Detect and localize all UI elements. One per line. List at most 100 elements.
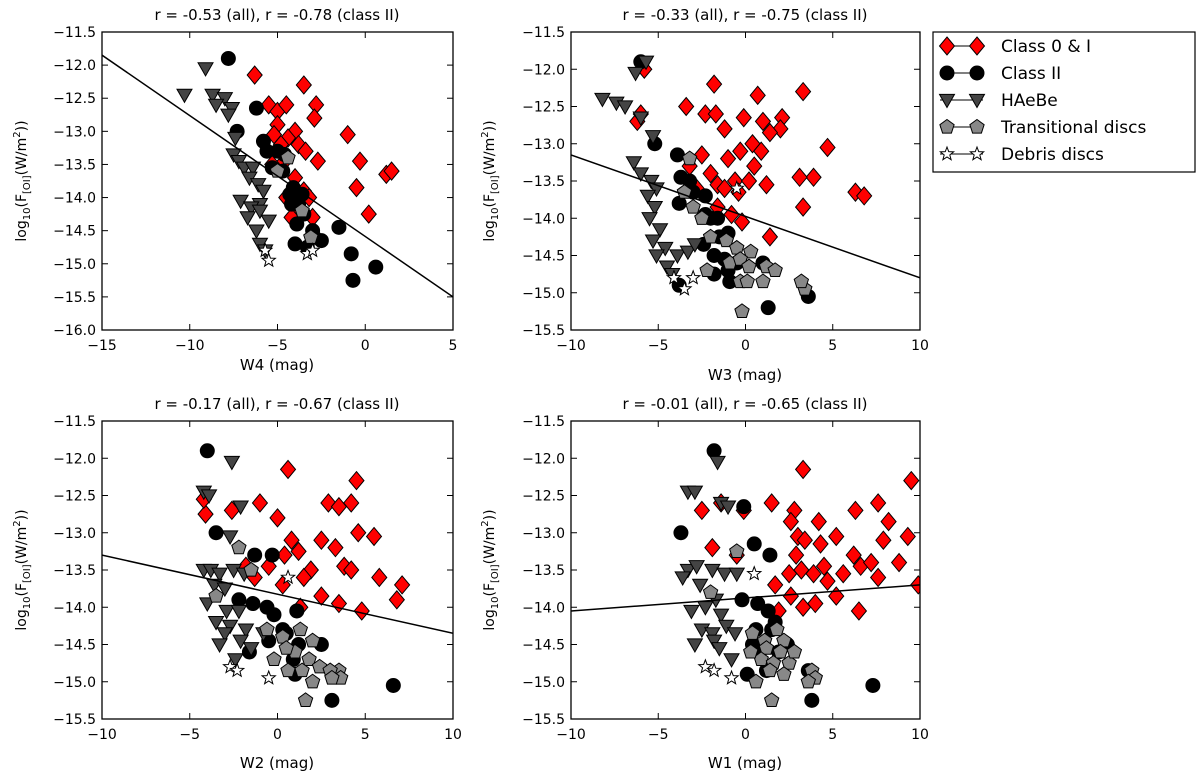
y-tick-label: −14.5 [522,638,565,654]
class0-point [309,151,327,171]
legend-marker [968,145,986,161]
y-tick-label: −13.5 [53,157,96,173]
transitional-point [793,273,810,289]
haebe-point [726,627,744,642]
plot-area [571,54,920,318]
class2-point [208,525,224,541]
axes: −15 −10 −5 0 5 −16.0 −15.5 −15.0 −14.5 −14.0 −13.5… [53,25,457,354]
haebe-point [232,500,250,516]
legend-item: Class 0 & I [938,36,1091,57]
x-axis-label: W2 (mag) [240,754,314,772]
haebe-point [644,234,662,250]
haebe-point [616,100,634,116]
class2-point [804,692,820,708]
transitional-point [718,232,735,248]
transitional-point [748,673,764,689]
class0-point [805,563,822,584]
class2-point [199,443,215,459]
haebe-point [723,653,740,668]
class0-point [348,177,365,198]
panel-w3: r = -0.33 (all), r = -0.75 (class II) −1… [480,6,929,384]
transitional-point [699,262,715,277]
haebe-point [260,214,278,230]
x-axis-label: W3 (mag) [708,366,782,384]
class0-point [343,493,360,513]
class0-point [793,560,810,580]
axes: −10 −5 0 5 10 −15.5 −15.0 −14.5 −14.0 −13.5 −13.0 −… [522,25,929,354]
haebe-point [216,627,234,642]
haebe-point [679,563,697,579]
debris-point [260,252,277,268]
y-tick-label: −12.5 [53,489,96,505]
transitional-point [763,692,780,707]
class0-point [749,85,766,106]
transitional-point [800,673,817,689]
y-tick-label: −12.0 [522,62,565,78]
class0-point [283,530,300,550]
y-tick-label: −12.0 [53,451,96,467]
x-tick-label: −10 [175,338,205,354]
y-tick-label: −16.0 [53,323,96,339]
class2-point [706,443,722,459]
class0-point [704,537,721,558]
class0-point [869,493,887,513]
class0-point [276,545,293,565]
transitional-point [767,262,783,277]
y-tick-label: −15.5 [522,712,565,728]
class0-point [733,212,751,232]
class0-point [782,511,800,532]
class0-point [763,493,780,513]
transitional-point [744,625,761,640]
transitional-point [694,210,710,225]
transitional-point [303,229,319,244]
class2-point [284,196,300,212]
class0-point [740,171,758,191]
panel-w4: r = -0.53 (all), r = -0.78 (class II) −1… [12,6,457,374]
fit-line [571,154,920,279]
class0-point [807,593,824,614]
class0-point [794,81,812,102]
haebe-point [639,189,657,205]
x-tick-label: 10 [911,727,929,743]
fit-line [571,584,920,612]
x-tick-label: 10 [444,727,462,743]
x-tick-label: −10 [556,338,586,354]
x-tick-label: 10 [911,338,929,354]
class0-point [787,545,805,565]
haebe-point [219,108,237,124]
x-tick-label: −5 [267,338,288,354]
transitional-point [772,643,789,659]
haebe-point [204,88,221,104]
haebe-point [644,130,662,145]
y-tick-label: −11.5 [53,414,96,430]
class0-point [279,459,297,480]
transitional-point [243,561,259,577]
class0-point [732,141,749,161]
class0-point [353,601,370,621]
class0-point [850,601,868,621]
transitional-point [304,632,321,648]
y-tick-label: −12.5 [522,489,565,505]
axes: −10 −5 0 5 10 −15.5 −15.0 −14.5 −14.0 −13.5 −13.0 −… [53,414,462,743]
class2-point [231,592,247,608]
class2-point [289,216,305,232]
x-tick-label: −15 [87,338,117,354]
class0-point [819,571,836,591]
legend-marker [938,93,956,109]
haebe-point [197,62,214,77]
debris-point [728,180,745,196]
y-tick-label: −14.0 [53,191,96,207]
transitional-point [729,543,745,558]
plot-frame [570,31,921,331]
class0-point [313,586,330,606]
haebe-point [688,560,706,575]
plot-frame [101,31,454,331]
class0-point [761,227,779,247]
y-tick-label: −15.5 [522,323,565,339]
y-tick-label: −14.5 [53,224,96,240]
class2-point [247,547,263,563]
haebe-point [632,111,650,127]
y-axis-label: log10(F[OI](W/m2)) [12,120,33,241]
haebe-point [242,642,260,657]
